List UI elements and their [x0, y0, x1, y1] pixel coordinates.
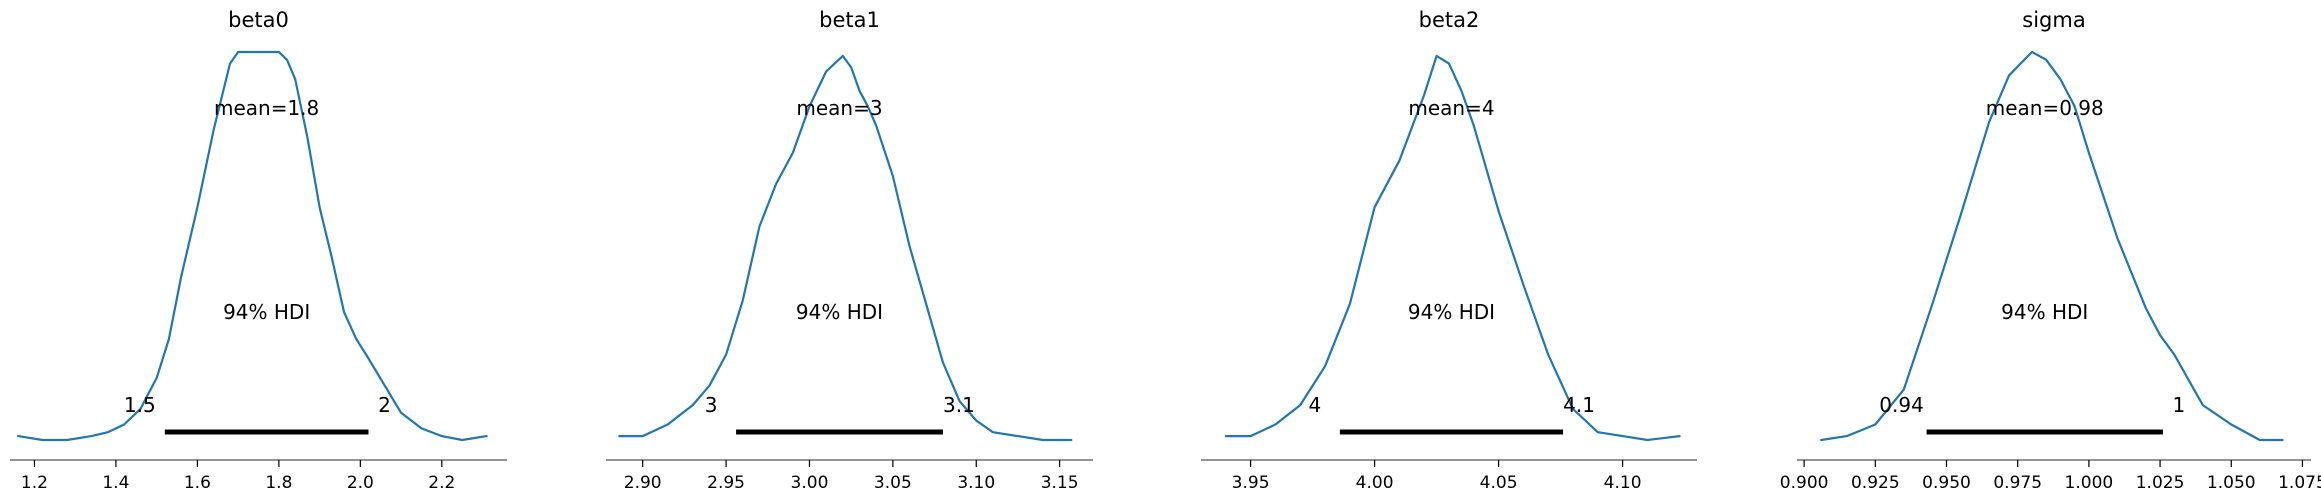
x-tick-label: 2.2 — [428, 473, 455, 493]
x-tick-label: 4.10 — [1604, 473, 1642, 493]
x-tick-label: 0.950 — [1922, 473, 1971, 493]
panel-beta1: beta1 mean=3 94% HDI 3 3.1 2.90 2.95 3.00 3.05 3.… — [606, 8, 1093, 493]
mean-label: mean=0.98 — [1986, 96, 2104, 120]
mean-label: mean=3 — [796, 96, 882, 120]
hdi-low-label: 1.5 — [124, 393, 156, 417]
x-tick-label: 2.90 — [624, 473, 662, 493]
x-tick-label: 2.95 — [707, 473, 745, 493]
x-tick-label: 1.075 — [2278, 473, 2321, 493]
x-tick-label: 1.2 — [21, 473, 48, 493]
hdi-label: 94% HDI — [2001, 300, 2088, 324]
x-tick-label: 0.900 — [1780, 473, 1829, 493]
panel-beta0: beta0 mean=1.8 94% HDI 1.5 2 1.2 1.4 1.6 1.8 2.0 2… — [10, 8, 507, 493]
panel-title: beta1 — [819, 8, 880, 32]
hdi-low-label: 3 — [705, 393, 718, 417]
x-tick-label: 3.00 — [791, 473, 829, 493]
panel-title: sigma — [2022, 8, 2085, 32]
x-tick-label: 1.050 — [2207, 473, 2256, 493]
x-tick-label: 1.000 — [2065, 473, 2114, 493]
density-line — [1224, 54, 1681, 442]
mean-label: mean=1.8 — [214, 96, 319, 120]
x-tick-label: 1.025 — [2136, 473, 2185, 493]
x-tick-label: 1.8 — [265, 473, 292, 493]
panel-title: beta2 — [1419, 8, 1480, 32]
x-tick-label: 3.10 — [957, 473, 995, 493]
hdi-high-label: 1 — [2173, 393, 2186, 417]
panel-beta2: beta2 mean=4 94% HDI 4 4.1 3.95 4.00 4.05 4.10 — [1201, 8, 1697, 493]
hdi-label: 94% HDI — [796, 300, 883, 324]
panel-title: beta0 — [228, 8, 289, 32]
density-line — [1820, 50, 2284, 442]
x-tick-label: 2.0 — [347, 473, 374, 493]
x-tick-label: 0.975 — [1993, 473, 2042, 493]
hdi-label: 94% HDI — [1408, 300, 1495, 324]
density-line — [618, 54, 1073, 442]
hdi-high-label: 4.1 — [1563, 393, 1595, 417]
x-tick-label: 1.6 — [184, 473, 211, 493]
hdi-low-label: 4 — [1309, 393, 1322, 417]
x-tick-label: 4.05 — [1480, 473, 1518, 493]
x-tick-label: 3.05 — [874, 473, 912, 493]
density-line — [17, 50, 488, 442]
x-tick-label: 1.4 — [102, 473, 129, 493]
hdi-high-label: 2 — [378, 393, 391, 417]
x-tick-label: 3.95 — [1232, 473, 1270, 493]
hdi-label: 94% HDI — [223, 300, 310, 324]
x-tick-label: 3.15 — [1041, 473, 1079, 493]
mean-label: mean=4 — [1408, 96, 1494, 120]
panel-sigma: sigma mean=0.98 94% HDI 0.94 1 0.900 0.925 0.95… — [1780, 8, 2321, 493]
x-tick-label: 4.00 — [1356, 473, 1394, 493]
x-tick-label: 0.925 — [1851, 473, 1900, 493]
hdi-low-label: 0.94 — [1879, 393, 1924, 417]
hdi-high-label: 3.1 — [943, 393, 975, 417]
